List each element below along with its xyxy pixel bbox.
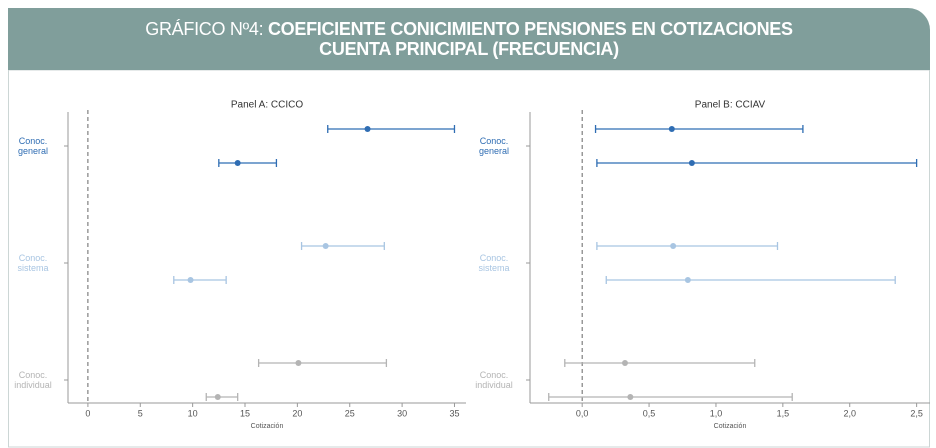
x-tick-label: 2,0 — [843, 408, 856, 418]
y-tick-label: Conoc. general — [478, 136, 510, 156]
point — [684, 277, 691, 283]
panel-title: Panel B: CCIAV — [695, 100, 766, 111]
x-tick-label: 15 — [240, 408, 250, 418]
point — [621, 360, 628, 366]
x-tick-label: 0,5 — [643, 408, 656, 418]
x-tick-label: 10 — [188, 408, 198, 418]
point — [688, 160, 695, 166]
point — [187, 277, 194, 283]
y-tick-label: Conoc. individual — [475, 370, 513, 390]
point — [322, 243, 329, 249]
y-tick-label: Conoc. sistema — [17, 253, 49, 273]
point — [295, 360, 302, 366]
header-prefix: GRÁFICO Nº4: — [145, 19, 264, 39]
x-tick-label: 35 — [449, 408, 459, 418]
x-tick-label: 0,0 — [576, 408, 589, 418]
x-axis-label: Cotización — [714, 423, 747, 430]
point — [364, 126, 371, 132]
point — [668, 126, 675, 132]
header-title: COEFICIENTE CONICIMIENTO PENSIONES EN CO… — [267, 19, 793, 59]
x-tick-label: 2,5 — [910, 408, 923, 418]
x-axis-label: Cotización — [251, 423, 284, 430]
x-tick-label: 30 — [397, 408, 407, 418]
y-tick-label: Conoc. individual — [14, 370, 52, 390]
x-tick-label: 25 — [345, 408, 355, 418]
panel-title: Panel A: CCICO — [231, 100, 303, 111]
point — [234, 160, 241, 166]
point — [214, 394, 221, 400]
x-tick-label: 0 — [85, 408, 90, 418]
frame — [8, 69, 930, 448]
header: GRÁFICO Nº4: COEFICIENTE CONICIMIENTO PE… — [8, 8, 930, 70]
x-tick-label: 1,5 — [777, 408, 790, 418]
point — [670, 243, 677, 249]
y-tick-label: Conoc. general — [17, 136, 49, 156]
point — [627, 394, 634, 400]
y-tick-label: Conoc. sistema — [478, 253, 510, 273]
x-tick-label: 1,0 — [710, 408, 723, 418]
x-tick-label: 5 — [138, 408, 143, 418]
x-tick-label: 20 — [292, 408, 302, 418]
